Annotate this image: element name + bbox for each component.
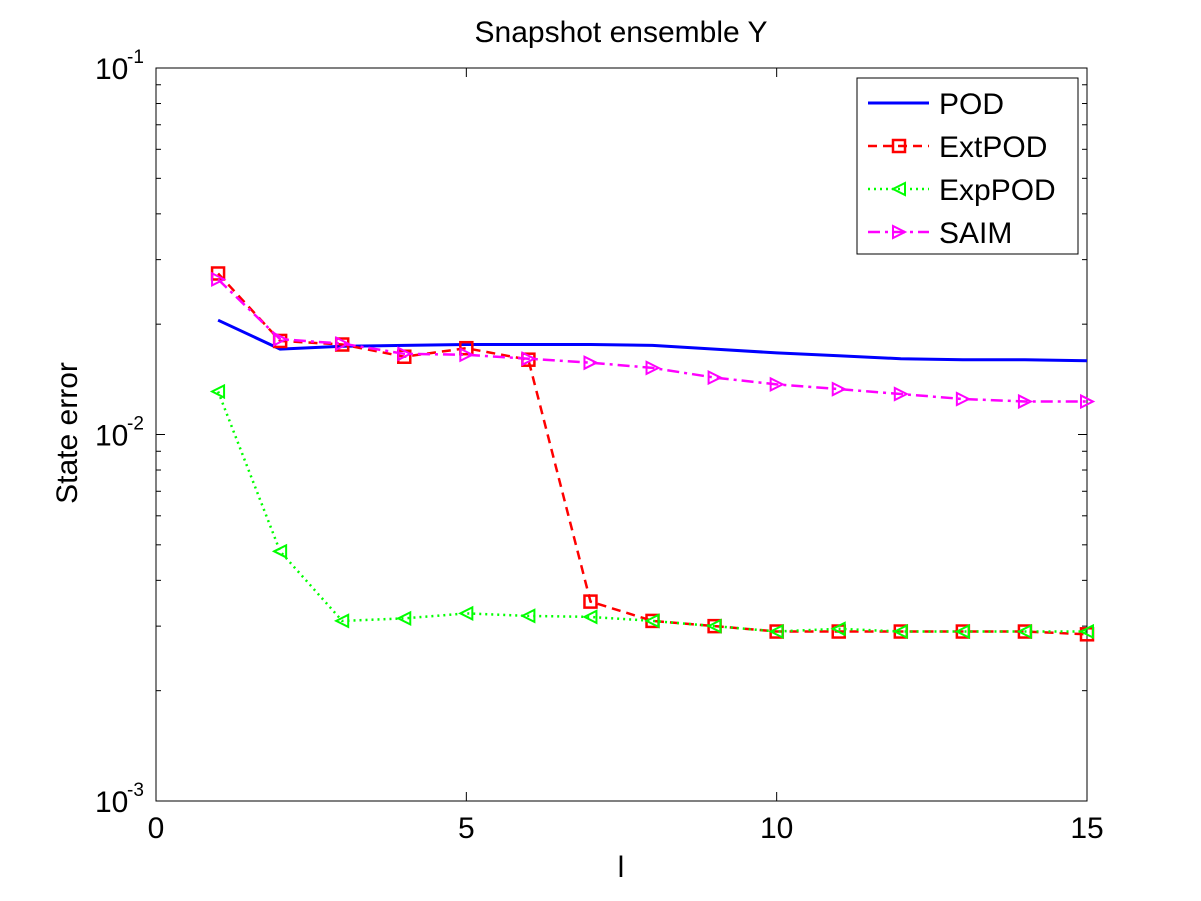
series-line-exppod bbox=[216, 391, 1087, 633]
data-point-saim bbox=[521, 351, 537, 367]
data-point-exppod bbox=[1016, 623, 1032, 640]
data-point-saim bbox=[769, 376, 785, 393]
legend: POD ExtPOD ExpPOD SAIM bbox=[856, 77, 1079, 255]
data-point-exppod bbox=[520, 608, 536, 624]
y-tick-label: 10 bbox=[95, 53, 128, 86]
data-point-saim bbox=[645, 360, 661, 376]
y-axis-label: State error bbox=[51, 362, 84, 504]
legend-label-pod: POD bbox=[939, 88, 1004, 121]
data-point-extpod bbox=[583, 594, 598, 609]
data-point-saim bbox=[211, 271, 227, 287]
data-point-saim bbox=[893, 386, 910, 402]
data-point-exppod bbox=[830, 621, 846, 637]
data-point-saim bbox=[459, 347, 475, 363]
x-axis-label: l bbox=[618, 851, 625, 884]
x-tick-label: 0 bbox=[148, 812, 165, 845]
data-point-exppod bbox=[768, 623, 784, 640]
y-tick-label-exponent: -3 bbox=[127, 780, 144, 801]
y-tick-label: 10 bbox=[95, 786, 128, 819]
data-point-saim bbox=[955, 391, 972, 407]
data-point-exppod bbox=[706, 618, 722, 634]
data-point-saim bbox=[1080, 393, 1096, 410]
data-point-saim bbox=[831, 381, 847, 397]
data-point-saim bbox=[273, 331, 289, 347]
legend-marker-saim bbox=[892, 224, 908, 240]
data-point-exppod bbox=[582, 609, 598, 625]
data-point-saim bbox=[335, 335, 351, 352]
data-point-exppod bbox=[271, 543, 288, 559]
y-tick-label-exponent: -2 bbox=[127, 414, 144, 435]
data-point-saim bbox=[583, 355, 599, 371]
y-tick-label: 10 bbox=[95, 420, 128, 453]
legend-marker-extpod bbox=[891, 138, 907, 154]
data-point-exppod bbox=[954, 623, 970, 640]
chart-title: Snapshot ensemble Y bbox=[475, 16, 768, 49]
data-point-saim bbox=[397, 346, 413, 362]
data-point-exppod bbox=[209, 383, 226, 400]
data-point-exppod bbox=[892, 623, 908, 640]
data-point-saim bbox=[707, 369, 723, 386]
legend-label-saim: SAIM bbox=[939, 217, 1012, 250]
data-point-saim bbox=[1017, 393, 1034, 410]
x-tick-label: 5 bbox=[458, 812, 475, 845]
series-line-saim bbox=[217, 278, 1087, 403]
data-point-exppod bbox=[333, 613, 350, 629]
data-point-exppod bbox=[458, 605, 474, 622]
legend-box bbox=[856, 77, 1079, 255]
data-point-exppod bbox=[1078, 623, 1094, 640]
data-point-exppod bbox=[644, 613, 660, 629]
data-point-exppod bbox=[396, 610, 412, 626]
x-tick-label: 15 bbox=[1070, 812, 1103, 845]
legend-label-extpod: ExtPOD bbox=[939, 131, 1047, 164]
x-tick-label: 10 bbox=[760, 812, 793, 845]
legend-marker-exppod bbox=[890, 181, 906, 197]
y-tick-label-exponent: -1 bbox=[127, 47, 144, 68]
legend-label-exppod: ExpPOD bbox=[939, 174, 1056, 207]
